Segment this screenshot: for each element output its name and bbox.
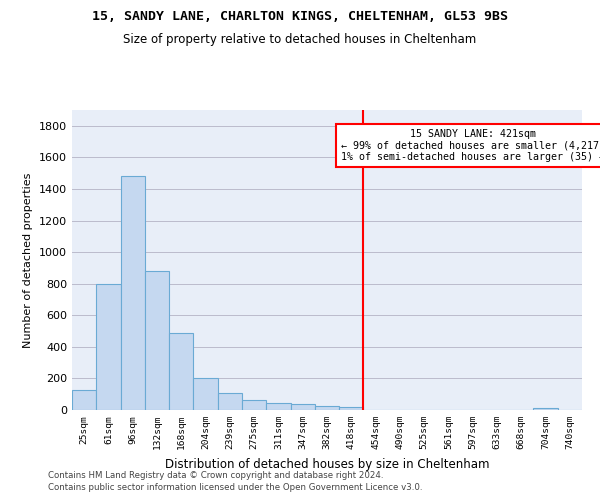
Bar xyxy=(533,408,558,410)
Bar xyxy=(96,284,121,410)
Bar xyxy=(169,332,193,410)
Bar xyxy=(145,271,169,410)
Text: Contains HM Land Registry data © Crown copyright and database right 2024.: Contains HM Land Registry data © Crown c… xyxy=(48,471,383,480)
Y-axis label: Number of detached properties: Number of detached properties xyxy=(23,172,34,348)
Bar xyxy=(242,400,266,410)
Bar xyxy=(72,390,96,410)
Text: Contains public sector information licensed under the Open Government Licence v3: Contains public sector information licen… xyxy=(48,484,422,492)
Text: 15, SANDY LANE, CHARLTON KINGS, CHELTENHAM, GL53 9BS: 15, SANDY LANE, CHARLTON KINGS, CHELTENH… xyxy=(92,10,508,23)
Text: Size of property relative to detached houses in Cheltenham: Size of property relative to detached ho… xyxy=(124,32,476,46)
Bar xyxy=(290,404,315,410)
Text: 15 SANDY LANE: 421sqm
← 99% of detached houses are smaller (4,217)
1% of semi-de: 15 SANDY LANE: 421sqm ← 99% of detached … xyxy=(341,129,600,162)
Bar xyxy=(339,407,364,410)
Bar xyxy=(315,406,339,410)
X-axis label: Distribution of detached houses by size in Cheltenham: Distribution of detached houses by size … xyxy=(165,458,489,470)
Bar xyxy=(193,378,218,410)
Bar xyxy=(218,394,242,410)
Bar xyxy=(121,176,145,410)
Bar xyxy=(266,403,290,410)
